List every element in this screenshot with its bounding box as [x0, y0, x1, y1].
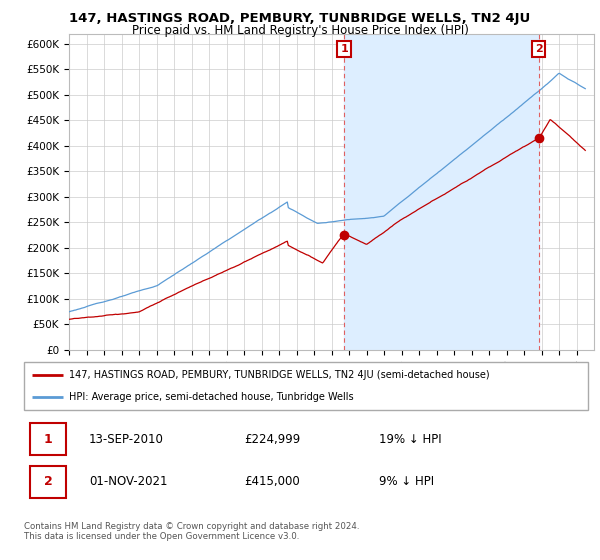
Text: 1: 1 — [340, 44, 348, 54]
Text: £415,000: £415,000 — [244, 475, 300, 488]
Text: 13-SEP-2010: 13-SEP-2010 — [89, 433, 164, 446]
Text: 2: 2 — [44, 475, 53, 488]
Text: 9% ↓ HPI: 9% ↓ HPI — [379, 475, 434, 488]
Text: 01-NOV-2021: 01-NOV-2021 — [89, 475, 167, 488]
Text: 1: 1 — [44, 433, 53, 446]
FancyBboxPatch shape — [29, 423, 66, 455]
Text: Contains HM Land Registry data © Crown copyright and database right 2024.: Contains HM Land Registry data © Crown c… — [24, 522, 359, 531]
Text: 147, HASTINGS ROAD, PEMBURY, TUNBRIDGE WELLS, TN2 4JU (semi-detached house): 147, HASTINGS ROAD, PEMBURY, TUNBRIDGE W… — [69, 370, 490, 380]
Text: 2: 2 — [535, 44, 542, 54]
Text: This data is licensed under the Open Government Licence v3.0.: This data is licensed under the Open Gov… — [24, 532, 299, 541]
FancyBboxPatch shape — [29, 466, 66, 498]
Text: Price paid vs. HM Land Registry's House Price Index (HPI): Price paid vs. HM Land Registry's House … — [131, 24, 469, 37]
Text: 147, HASTINGS ROAD, PEMBURY, TUNBRIDGE WELLS, TN2 4JU: 147, HASTINGS ROAD, PEMBURY, TUNBRIDGE W… — [70, 12, 530, 25]
Bar — [344, 34, 539, 350]
Text: £224,999: £224,999 — [244, 433, 300, 446]
Text: HPI: Average price, semi-detached house, Tunbridge Wells: HPI: Average price, semi-detached house,… — [69, 392, 354, 402]
Text: 19% ↓ HPI: 19% ↓ HPI — [379, 433, 442, 446]
